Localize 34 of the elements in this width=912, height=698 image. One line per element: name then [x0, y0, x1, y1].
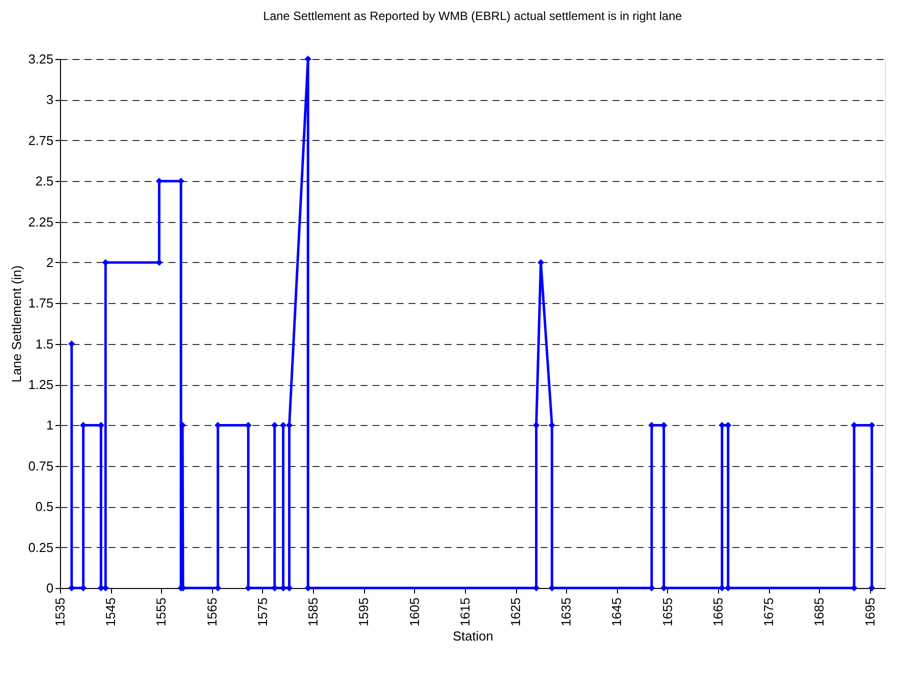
- chart-title: Lane Settlement as Reported by WMB (EBRL) actual settlement is in right lane: [263, 9, 682, 23]
- y-tick-label: 1: [46, 418, 54, 433]
- x-tick-label: 1685: [812, 598, 827, 626]
- x-axis-title: Station: [452, 628, 494, 644]
- x-tick-label: 1665: [710, 598, 726, 626]
- y-tick-label: 0: [46, 580, 54, 596]
- x-tick-label: 1655: [660, 598, 675, 626]
- y-axis-title: Lane Settlement (in): [9, 265, 24, 383]
- y-tick-label: 1.25: [28, 377, 54, 392]
- y-tick-label: 2.5: [35, 174, 54, 189]
- x-tick-label: 1615: [457, 598, 472, 626]
- y-tick-label: 2.75: [28, 132, 54, 148]
- x-tick-label: 1675: [761, 598, 776, 626]
- x-tick-label: 1565: [204, 598, 220, 626]
- x-tick-label: 1605: [406, 598, 422, 626]
- x-tick-label: 1585: [306, 598, 321, 626]
- x-tick-label: 1635: [558, 598, 574, 626]
- y-tick-label: 1.5: [35, 336, 54, 352]
- x-tick-label: 1695: [862, 598, 878, 626]
- y-tick-label: 2.25: [28, 214, 54, 230]
- x-tick-label: 1575: [254, 598, 270, 626]
- x-tick-label: 1595: [356, 598, 372, 626]
- x-tick-label: 1535: [52, 598, 68, 626]
- y-tick-label: 2: [46, 254, 54, 270]
- x-tick-label: 1645: [609, 598, 624, 626]
- y-tick-label: 0.5: [35, 499, 54, 514]
- y-tick-label: 1.75: [28, 296, 54, 311]
- y-tick-label: 0.25: [28, 540, 54, 555]
- x-tick-label: 1545: [103, 598, 118, 626]
- y-tick-label: 3.25: [28, 52, 54, 66]
- x-tick-label: 1625: [508, 598, 524, 626]
- x-tick-label: 1555: [154, 598, 169, 626]
- y-tick-label: 3: [46, 92, 54, 108]
- y-tick-label: 0.75: [28, 458, 54, 474]
